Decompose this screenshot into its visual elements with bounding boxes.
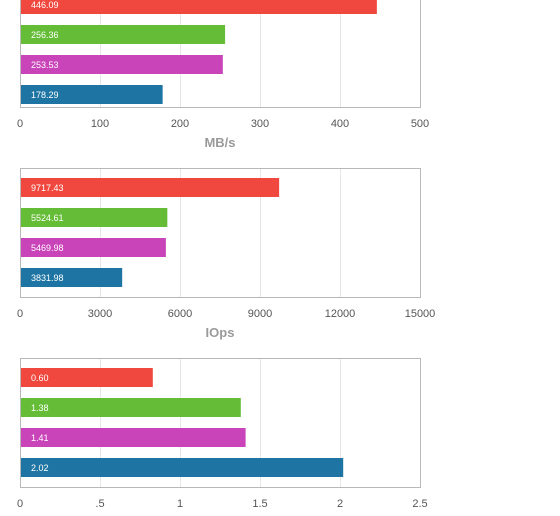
bar-value-label: 3831.98	[31, 273, 64, 283]
bar	[21, 55, 223, 74]
chart-panel: 0.60 1.38 1.41 2.02 0 .5 1 1.5 2 2.5	[17, 358, 428, 510]
x-tick-label: 12000	[325, 308, 356, 320]
bar	[21, 178, 280, 197]
bar	[21, 268, 123, 287]
x-tick-label: 15000	[405, 308, 436, 320]
bar	[21, 458, 344, 477]
bar	[21, 398, 241, 417]
bar	[21, 208, 168, 227]
bar-value-label: 256.36	[31, 30, 59, 40]
x-tick-label: 100	[91, 118, 109, 130]
plot-frame	[20, 358, 421, 488]
chart-panel: 446.09 256.36 253.53 178.29 0 100 200 300 400 500…	[17, 0, 429, 150]
x-tick-label: 2.5	[412, 498, 427, 510]
plot-frame	[20, 168, 421, 298]
bar	[21, 25, 226, 44]
bar	[21, 428, 246, 447]
bar	[21, 238, 166, 257]
bar-value-label: 9717.43	[31, 183, 64, 193]
x-tick-label: 0	[17, 118, 23, 130]
bar-value-label: 5469.98	[31, 243, 64, 253]
x-tick-label: .5	[95, 498, 104, 510]
x-tick-label: 2	[337, 498, 343, 510]
x-tick-label: 0	[17, 498, 23, 510]
bar-value-label: 5524.61	[31, 213, 64, 223]
bar-value-label: 178.29	[31, 90, 59, 100]
x-tick-label: 200	[171, 118, 189, 130]
x-tick-label: 0	[17, 308, 23, 320]
bar-value-label: 2.02	[31, 463, 49, 473]
x-tick-label: 3000	[88, 308, 112, 320]
x-tick-label: 1	[177, 498, 183, 510]
x-tick-label: 6000	[168, 308, 192, 320]
bar	[21, 0, 377, 14]
x-tick-label: 300	[251, 118, 269, 130]
chart-panel: 9717.43 5524.61 5469.98 3831.98 0 3000 6000 900…	[17, 168, 435, 340]
bar-value-label: 446.09	[31, 0, 59, 10]
plot-frame	[20, 0, 421, 108]
bar-value-label: 1.41	[31, 433, 49, 443]
x-tick-label: 9000	[248, 308, 272, 320]
bar	[21, 368, 153, 387]
x-tick-label: 400	[331, 118, 349, 130]
bar-value-label: 0.60	[31, 373, 49, 383]
bar	[21, 85, 163, 104]
bar-value-label: 253.53	[31, 60, 59, 70]
bar-value-label: 1.38	[31, 403, 49, 413]
x-tick-label: 500	[411, 118, 429, 130]
x-axis-label: MB/s	[204, 135, 235, 150]
x-axis-label: IOps	[206, 325, 235, 340]
x-tick-label: 1.5	[252, 498, 267, 510]
